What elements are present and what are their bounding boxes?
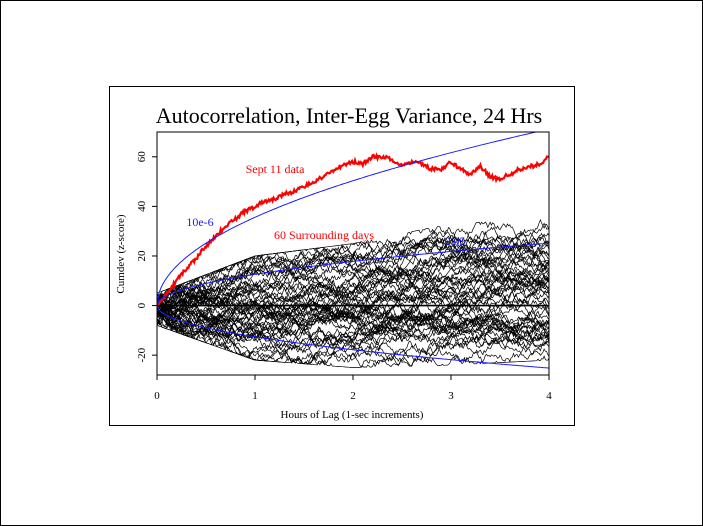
x-axis-label: Hours of Lag (1-sec increments) xyxy=(281,409,424,421)
surrounding-day-trace xyxy=(157,310,549,342)
surrounding-day-trace xyxy=(157,288,549,330)
surrounding-day-trace xyxy=(157,275,549,344)
surrounding-day-trace xyxy=(157,294,549,352)
surrounding-day-trace xyxy=(157,228,549,299)
y-axis-label: Cumdev (z-score) xyxy=(115,214,127,293)
x-tick-label: 0 xyxy=(154,390,160,402)
surrounding-day-trace xyxy=(157,218,549,298)
surrounding-day-trace xyxy=(157,240,549,307)
x-tick-label: 1 xyxy=(252,390,258,402)
surrounding-day-trace xyxy=(157,237,549,295)
surrounding-day-trace xyxy=(157,222,549,301)
envelope-curve xyxy=(157,132,539,306)
envelope-curve xyxy=(157,305,549,369)
y-tick-label: -20 xyxy=(136,347,148,362)
surrounding-day-trace xyxy=(157,245,549,309)
surrounding-day-trace xyxy=(157,311,549,360)
x-tick-label: 2 xyxy=(350,390,356,402)
surrounding-day-trace xyxy=(157,250,549,313)
plot-area xyxy=(157,132,549,369)
surrounding-day-trace xyxy=(157,226,549,307)
chart-title: Autocorrelation, Inter-Egg Variance, 24 … xyxy=(156,103,542,128)
y-tick-label: 40 xyxy=(136,200,148,212)
y-tick-label: 20 xyxy=(136,250,148,262)
envelope-curve xyxy=(157,242,549,306)
y-tick-label: 0 xyxy=(136,302,148,308)
surrounding-day-trace xyxy=(157,271,549,327)
chart-annotation: 10e-6 xyxy=(186,215,213,229)
x-tick-label: 4 xyxy=(546,390,552,402)
surrounding-day-trace xyxy=(157,281,549,341)
annotations: Sept 11 data 10e-6 60 Surrounding days 0.05 xyxy=(186,162,465,248)
x-tick-label: 3 xyxy=(448,390,454,402)
chart-annotation: 60 Surrounding days xyxy=(274,228,374,242)
y-tick-label: 60 xyxy=(136,151,148,163)
sept-11-line xyxy=(157,152,549,306)
surrounding-day-trace xyxy=(157,242,549,308)
chart-annotation: Sept 11 data xyxy=(246,162,306,176)
axis-ticks: 0 1 2 3 4 -20 0 20 40 60 xyxy=(136,151,552,402)
surrounding-day-trace xyxy=(157,252,549,313)
surrounding-day-trace xyxy=(157,313,549,365)
surrounding-day-trace xyxy=(157,321,549,367)
surrounding-day-trace xyxy=(157,251,549,320)
chart-annotation: 0.05 xyxy=(445,234,466,248)
surrounding-day-trace xyxy=(157,314,549,365)
